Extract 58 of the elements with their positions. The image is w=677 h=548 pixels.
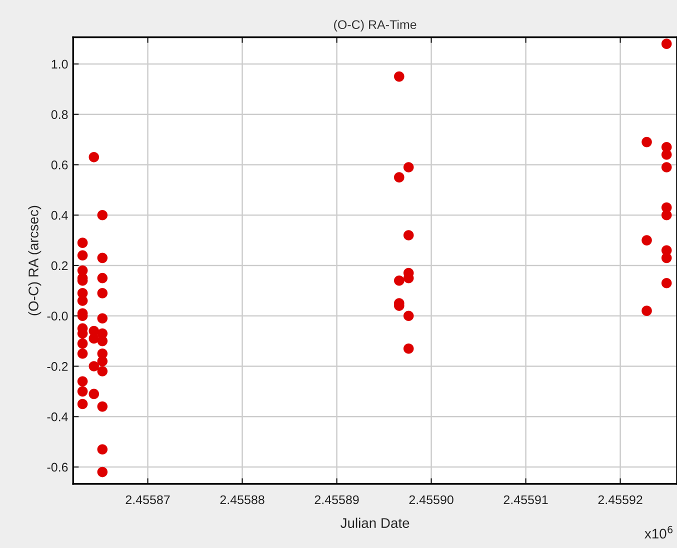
point — [77, 398, 88, 410]
point — [77, 348, 88, 359]
y-tick-label: -0.0 — [47, 312, 68, 321]
x-tick-label: 2.45591 — [504, 495, 548, 504]
y-tick-label: 0.8 — [51, 110, 68, 119]
point — [97, 252, 108, 264]
y-axis-title: (O-C) RA (arcsec) — [28, 206, 42, 316]
point — [661, 252, 672, 264]
x-tick-label: 2.45589 — [314, 495, 359, 504]
point — [394, 172, 404, 182]
point — [77, 296, 88, 306]
point — [403, 310, 414, 322]
point — [97, 272, 108, 284]
y-tick-label: 0.4 — [51, 210, 68, 220]
point — [403, 230, 414, 240]
y-tick-label: 0.6 — [51, 160, 68, 170]
chart-title: (O-C) RA-Time — [334, 20, 416, 32]
point — [642, 235, 652, 246]
point — [661, 278, 672, 288]
point — [77, 338, 88, 349]
point — [97, 288, 108, 298]
point — [642, 136, 652, 148]
point — [88, 361, 100, 372]
point — [97, 356, 108, 366]
point — [88, 152, 100, 162]
point — [77, 376, 88, 387]
point — [97, 313, 108, 324]
y-tick-label: 1.0 — [52, 60, 68, 69]
point — [642, 306, 652, 316]
x-tick-label: 2.45590 — [409, 495, 454, 504]
x-axis-title: Julian Date — [340, 518, 410, 528]
point — [661, 210, 672, 220]
text: x10$^{6}$ — [644, 526, 673, 539]
point — [394, 275, 404, 286]
point — [97, 336, 108, 346]
point — [394, 71, 404, 82]
point — [97, 401, 108, 412]
y-tick-label: -0.2 — [47, 362, 68, 371]
point — [97, 210, 108, 220]
point — [403, 343, 414, 354]
point — [88, 388, 100, 400]
point — [88, 333, 100, 344]
point — [661, 150, 672, 160]
point — [97, 366, 108, 376]
point — [77, 250, 88, 261]
point — [97, 466, 108, 478]
x-tick-label: 2.45587 — [126, 495, 170, 504]
point — [403, 162, 414, 172]
point — [77, 386, 88, 397]
y-tick-label: -0.6 — [47, 462, 68, 472]
y-tick-label: 0.2 — [51, 261, 68, 270]
point — [661, 38, 672, 49]
y-tick-label: -0.4 — [47, 412, 68, 422]
point — [661, 162, 672, 172]
point — [77, 238, 88, 248]
x-tick-label: 2.45592 — [598, 495, 642, 504]
point — [97, 444, 108, 455]
x-tick-label: 2.45588 — [220, 495, 264, 504]
